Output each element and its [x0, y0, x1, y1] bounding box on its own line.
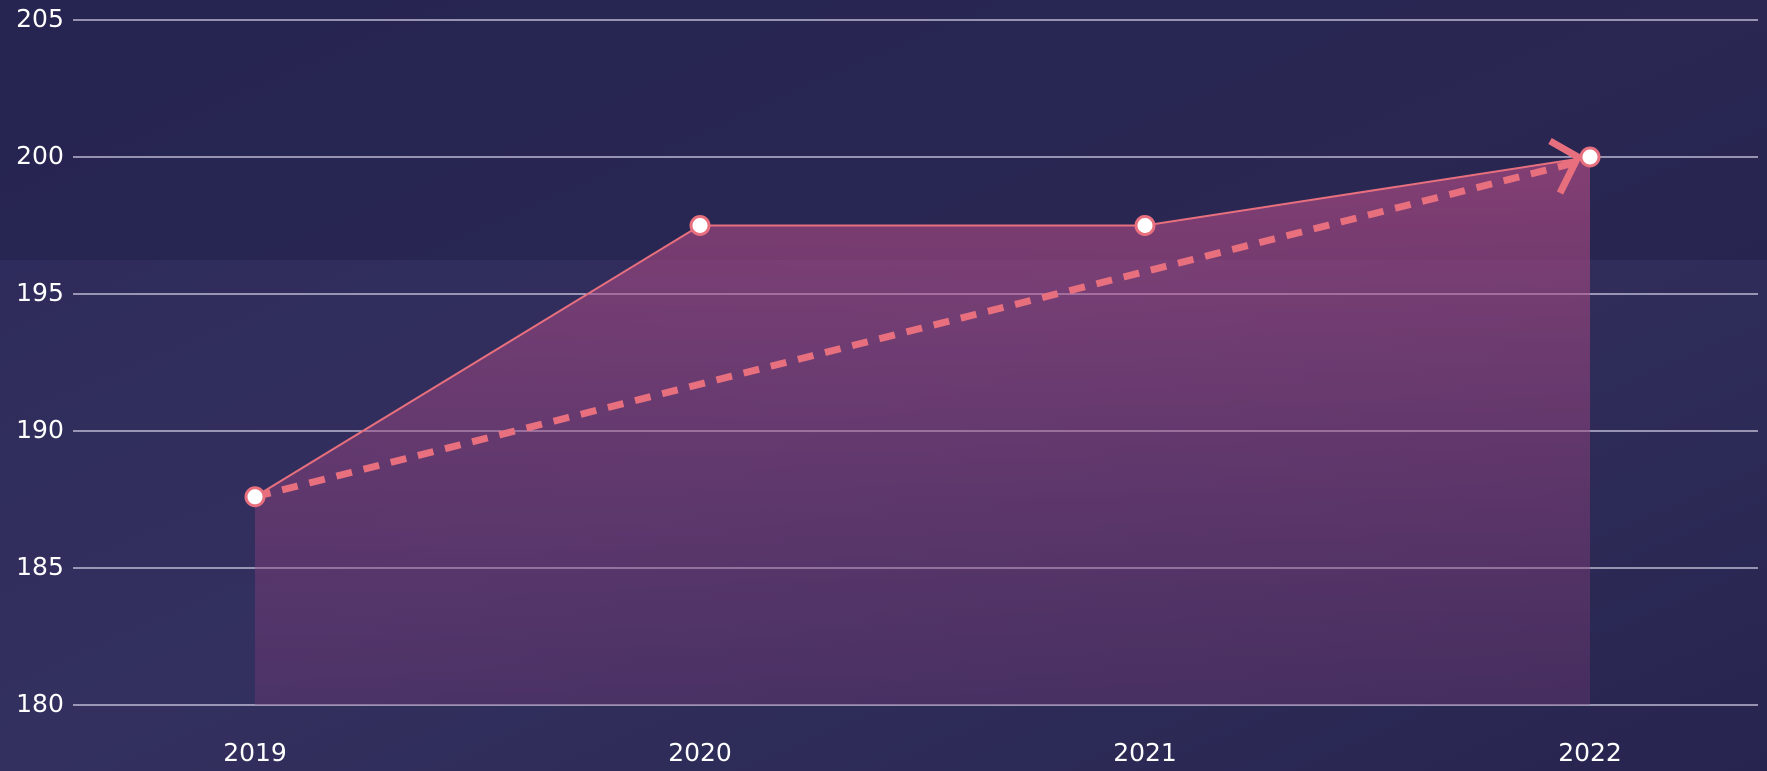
- y-tick-label: 200: [16, 141, 64, 170]
- y-tick-label: 180: [16, 689, 64, 718]
- y-tick-label: 190: [16, 415, 64, 444]
- line: [254, 156, 1591, 498]
- trend-arrow: [254, 158, 1579, 501]
- x-tick-label: 2022: [1558, 738, 1622, 767]
- y-tick-label: 195: [16, 278, 64, 307]
- trend-arrowhead: [1548, 137, 1583, 195]
- data-point: [244, 486, 266, 508]
- y-tick-label: 205: [16, 4, 64, 33]
- data-point: [689, 215, 711, 236]
- y-tick-label: 185: [16, 552, 64, 581]
- data-point: [1579, 146, 1601, 168]
- x-tick-label: 2020: [668, 738, 732, 767]
- data-point: [1134, 215, 1156, 236]
- x-tick-label: 2019: [223, 738, 287, 767]
- x-tick-label: 2021: [1113, 738, 1177, 767]
